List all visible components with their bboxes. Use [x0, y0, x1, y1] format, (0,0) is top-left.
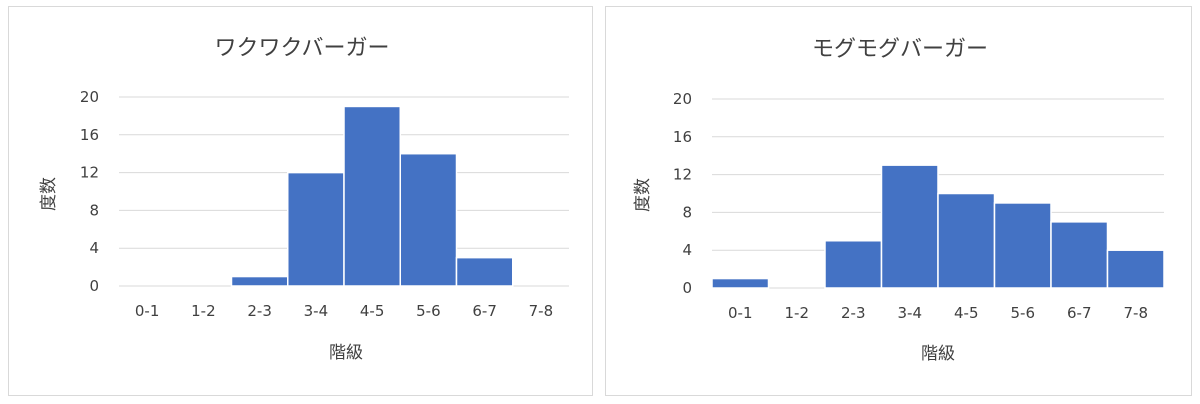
tick-labels: 0 4 8 12 16 20 0-1 1-2 2-3 3-4 4-5 5-6 6-7 7-8 — [80, 88, 553, 320]
x-tick-label: 5-6 — [416, 302, 441, 320]
y-tick-label: 4 — [682, 241, 692, 259]
histogram-panel-wakuwaku: ワクワクバーガー 度数 階級 0 4 8 12 16 20 0-1 1-2 2-3 3-4 4-5 5… — [8, 6, 593, 396]
x-tick-label: 0-1 — [728, 304, 753, 322]
bar-5-6 — [399, 152, 458, 287]
bar-6-7 — [455, 256, 514, 287]
y-tick-label: 20 — [80, 88, 99, 106]
tick-labels: 0 4 8 12 16 20 0-1 1-2 2-3 3-4 4-5 5-6 6-7 7-8 — [673, 90, 1148, 322]
bar-0-1 — [711, 277, 770, 289]
x-tick-label: 3-4 — [898, 304, 923, 322]
bar-5-6 — [993, 202, 1052, 289]
histogram-chart-mogumogu: モグモグバーガー 度数 階級 0 4 8 12 16 20 0-1 1-2 2-3 3-4 4-5 5… — [633, 37, 1165, 364]
y-tick-label: 4 — [89, 239, 99, 257]
y-tick-label: 20 — [673, 90, 692, 108]
y-tick-label: 12 — [673, 166, 692, 184]
histogram-panel-mogumogu: モグモグバーガー 度数 階級 0 4 8 12 16 20 0-1 1-2 2-3 3-4 4-5 5… — [605, 6, 1192, 396]
y-tick-label: 8 — [682, 203, 692, 221]
y-tick-label: 12 — [80, 164, 99, 182]
x-tick-label: 2-3 — [247, 302, 272, 320]
x-tick-label: 4-5 — [360, 302, 385, 320]
x-tick-label: 7-8 — [529, 302, 554, 320]
x-tick-label: 5-6 — [1011, 304, 1036, 322]
y-tick-label: 16 — [80, 126, 99, 144]
chart-title: モグモグバーガー — [812, 37, 988, 62]
x-tick-label: 6-7 — [1067, 304, 1092, 322]
bar-4-5 — [937, 192, 996, 289]
bars — [711, 164, 1165, 289]
x-tick-label: 2-3 — [841, 304, 866, 322]
x-tick-label: 4-5 — [954, 304, 979, 322]
y-tick-label: 16 — [673, 128, 692, 146]
y-tick-label: 0 — [682, 279, 692, 297]
y-tick-label: 0 — [89, 277, 99, 295]
bar-7-8 — [1106, 249, 1165, 289]
x-tick-label: 6-7 — [472, 302, 497, 320]
bar-3-4 — [287, 171, 345, 287]
x-tick-label: 7-8 — [1124, 304, 1149, 322]
y-axis-label: 度数 — [39, 177, 59, 211]
bars — [230, 105, 514, 287]
y-axis-label: 度数 — [633, 178, 653, 212]
bar-2-3 — [230, 275, 289, 287]
histogram-chart-wakuwaku: ワクワクバーガー 度数 階級 0 4 8 12 16 20 0-1 1-2 2-3 3-4 4-5 5… — [39, 36, 569, 363]
x-axis-label: 階級 — [329, 343, 363, 363]
x-tick-label: 3-4 — [304, 302, 329, 320]
bar-6-7 — [1050, 221, 1109, 289]
y-tick-label: 8 — [89, 201, 99, 219]
chart-title: ワクワクバーガー — [215, 36, 390, 61]
x-tick-label: 1-2 — [191, 302, 216, 320]
x-tick-label: 1-2 — [785, 304, 810, 322]
x-tick-label: 0-1 — [135, 302, 160, 320]
bar-4-5 — [343, 105, 401, 287]
bar-3-4 — [880, 164, 939, 289]
bar-2-3 — [824, 240, 883, 289]
x-axis-label: 階級 — [921, 344, 955, 364]
